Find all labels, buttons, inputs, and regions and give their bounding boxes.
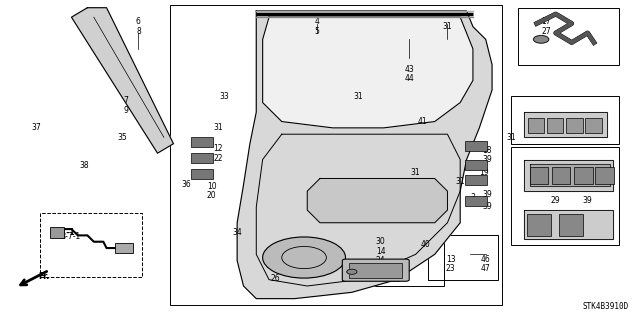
FancyBboxPatch shape [465,141,487,151]
FancyBboxPatch shape [465,160,487,170]
Text: 39: 39 [482,203,492,211]
Polygon shape [72,8,173,153]
Text: 36: 36 [181,180,191,189]
Text: B-7-1: B-7-1 [60,233,81,241]
Text: 40: 40 [420,241,430,249]
Text: STK4B3910D: STK4B3910D [583,302,629,311]
Text: 13
23: 13 23 [446,255,456,273]
FancyBboxPatch shape [527,214,551,236]
Text: 6
8: 6 8 [136,17,141,36]
Text: 39: 39 [583,196,593,205]
Text: 12
22: 12 22 [213,144,223,162]
Polygon shape [237,11,492,299]
FancyBboxPatch shape [50,227,64,238]
Text: 43
44: 43 44 [404,65,414,84]
FancyBboxPatch shape [465,175,487,185]
Text: 35: 35 [118,133,127,142]
Text: 41: 41 [417,117,427,126]
FancyBboxPatch shape [191,137,213,147]
FancyBboxPatch shape [552,167,570,184]
FancyBboxPatch shape [465,196,487,206]
Text: 31: 31 [506,133,516,142]
FancyBboxPatch shape [191,153,213,163]
Text: 39: 39 [482,190,492,199]
Text: 31: 31 [353,92,363,101]
FancyBboxPatch shape [191,169,213,179]
Text: 38: 38 [79,161,89,170]
Text: 31: 31 [443,22,452,31]
Text: 37: 37 [31,123,42,132]
FancyBboxPatch shape [349,263,402,278]
Text: 30
14
24: 30 14 24 [376,237,385,265]
FancyBboxPatch shape [342,259,409,281]
Polygon shape [531,164,610,186]
Text: 33: 33 [220,92,229,101]
Polygon shape [524,160,613,191]
Text: 2: 2 [560,225,564,234]
FancyBboxPatch shape [547,118,563,133]
Text: 7
9: 7 9 [124,96,128,115]
Text: 39: 39 [482,155,492,164]
Text: 42
45: 42 45 [564,112,573,131]
Text: 10
20: 10 20 [207,182,216,200]
Text: 41: 41 [408,203,417,211]
FancyBboxPatch shape [574,167,593,184]
Circle shape [347,269,357,274]
Text: 34: 34 [232,228,242,237]
Text: 32: 32 [392,275,401,284]
Polygon shape [262,17,473,128]
Text: 31: 31 [456,177,465,186]
Text: 4
5: 4 5 [314,17,319,36]
Polygon shape [524,210,613,239]
FancyBboxPatch shape [595,167,614,184]
Text: 28: 28 [567,168,577,177]
Text: B-7-1: B-7-1 [52,228,75,237]
FancyBboxPatch shape [559,214,583,236]
Text: 19: 19 [479,168,489,177]
Text: 31: 31 [411,168,420,177]
Circle shape [534,35,548,43]
Text: 46
47: 46 47 [481,255,490,273]
Text: 29: 29 [551,196,561,205]
Polygon shape [524,112,607,137]
Text: 3: 3 [470,193,476,202]
Text: Fr.: Fr. [38,272,50,281]
Text: 17
27: 17 27 [541,17,551,36]
Text: 31: 31 [194,155,204,164]
FancyBboxPatch shape [528,118,544,133]
Text: 31: 31 [213,123,223,132]
FancyBboxPatch shape [585,118,602,133]
Polygon shape [307,178,447,223]
FancyBboxPatch shape [115,243,133,253]
Text: 39: 39 [583,225,593,234]
FancyBboxPatch shape [566,118,582,133]
Text: 16
26: 16 26 [271,264,280,283]
Text: 36: 36 [194,139,204,148]
Text: 18: 18 [482,145,492,154]
FancyBboxPatch shape [530,167,548,184]
Circle shape [262,237,346,278]
Text: 1: 1 [298,269,303,278]
